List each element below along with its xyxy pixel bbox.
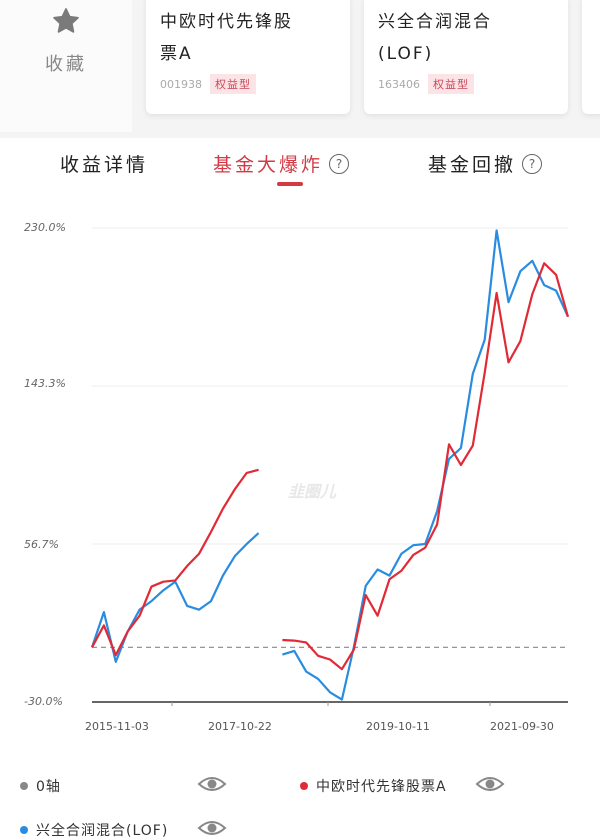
series-line	[282, 229, 570, 701]
fund-code: 001938	[160, 77, 202, 91]
y-tick-label: -30.0%	[24, 695, 63, 708]
fund-name-line: 中欧时代先锋股	[160, 12, 293, 32]
tab-fund-explosion[interactable]: 基金大爆炸 ?	[213, 150, 350, 177]
help-icon[interactable]: ?	[329, 153, 350, 174]
x-tick-label: 2017-10-22	[208, 720, 272, 733]
fund-card-partial[interactable]	[582, 0, 600, 114]
active-tab-indicator	[277, 182, 303, 186]
x-tick-label: 2019-10-11	[366, 720, 430, 733]
fund-code: 163406	[378, 77, 420, 91]
tab-bar: 收益详情 基金大爆炸 ? 基金回撤 ?	[0, 138, 600, 194]
fund-type-badge: 权益型	[428, 74, 474, 94]
star-icon	[53, 8, 79, 33]
fund-name-line: (LOF)	[378, 44, 434, 64]
favorite-label: 收藏	[45, 54, 87, 75]
tab-label: 基金大爆炸	[213, 154, 324, 176]
x-tick-label: 2021-09-30	[490, 720, 554, 733]
line-chart[interactable]: 230.0% 143.3% 56.7% -30.0% 2015-11-03 20…	[0, 200, 600, 760]
series-line	[282, 262, 570, 671]
help-icon[interactable]: ?	[522, 153, 543, 174]
fund-compare-bar: 收藏 中欧时代先锋股 票A 001938 权益型 兴全合润混合 (LOF) 16…	[0, 0, 600, 138]
fund-card[interactable]: 兴全合润混合 (LOF) 163406 权益型	[364, 0, 568, 114]
y-tick-label: 143.3%	[24, 377, 66, 390]
series-line	[90, 532, 260, 663]
fund-card[interactable]: 中欧时代先锋股 票A 001938 权益型	[146, 0, 350, 114]
legend-dot	[20, 826, 28, 834]
fund-name: 兴全合润混合 (LOF)	[378, 6, 554, 70]
fund-type-badge: 权益型	[210, 74, 256, 94]
watermark: 韭圈儿	[288, 482, 337, 501]
fund-name: 中欧时代先锋股 票A	[160, 6, 336, 70]
tab-fund-drawdown[interactable]: 基金回撤 ?	[428, 150, 543, 177]
legend-label: 中欧时代先锋股票A	[316, 779, 447, 795]
fund-name-line: 兴全合润混合	[378, 12, 492, 32]
x-tick-label: 2015-11-03	[85, 720, 149, 733]
legend-dot	[20, 782, 28, 790]
legend-item-fund-b[interactable]: 兴全合润混合(LOF)	[20, 820, 168, 840]
y-tick-label: 230.0%	[24, 221, 66, 234]
tab-label: 收益详情	[60, 154, 149, 176]
legend-label: 0轴	[36, 779, 61, 795]
chart-plot	[90, 227, 570, 706]
series-line	[91, 468, 259, 657]
tab-label: 基金回撤	[428, 154, 517, 176]
eye-icon[interactable]	[197, 774, 227, 794]
eye-icon[interactable]	[197, 818, 227, 838]
legend-label: 兴全合润混合(LOF)	[36, 823, 169, 839]
chart-legend: 0轴 中欧时代先锋股票A 兴全合润混合(LOF)	[0, 762, 600, 840]
favorite-button[interactable]: 收藏	[0, 0, 132, 132]
y-tick-label: 56.7%	[24, 538, 59, 551]
legend-item-zero-axis[interactable]: 0轴	[20, 776, 61, 796]
fund-name-line: 票A	[160, 44, 193, 64]
eye-icon[interactable]	[475, 774, 505, 794]
legend-item-fund-a[interactable]: 中欧时代先锋股票A	[300, 776, 447, 796]
tab-return-details[interactable]: 收益详情	[60, 150, 148, 177]
legend-dot	[300, 782, 308, 790]
